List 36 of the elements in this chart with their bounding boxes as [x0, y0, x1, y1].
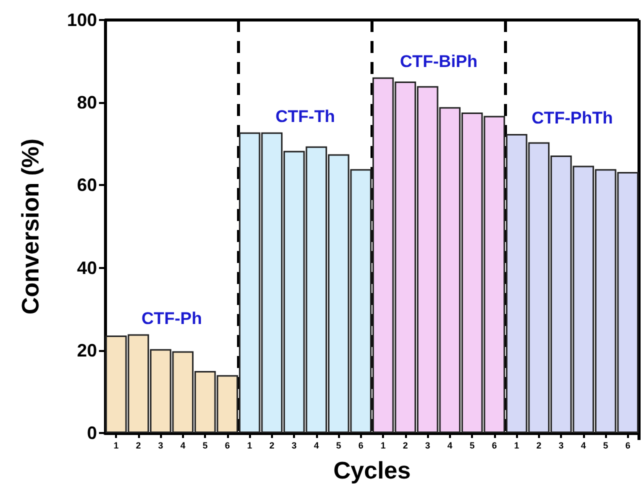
- y-tick-label: 0: [86, 423, 97, 443]
- y-tick-label: 20: [76, 340, 97, 360]
- x-tick-label: 1: [514, 440, 520, 450]
- x-tick-label: 6: [224, 440, 230, 450]
- x-tick-label: 1: [380, 440, 386, 450]
- x-tick-label: 3: [158, 440, 164, 450]
- x-tick-label: 2: [269, 440, 274, 450]
- y-tick-label: 40: [76, 258, 97, 278]
- y-tick-label: 80: [76, 92, 97, 113]
- x-tick-label: 2: [402, 440, 408, 450]
- x-tick-label: 3: [292, 440, 297, 450]
- x-tick-label: 1: [247, 440, 252, 450]
- x-tick-label: 5: [336, 440, 342, 450]
- x-tick-label: 5: [202, 440, 208, 450]
- x-axis-title: Cycles: [333, 458, 411, 484]
- x-tick-label: 5: [470, 440, 475, 450]
- x-tick-label: 4: [314, 440, 319, 450]
- x-tick-label: 3: [425, 440, 430, 450]
- series-label: CTF-Ph: [142, 308, 202, 328]
- x-tick-label: 2: [536, 440, 542, 450]
- x-tick-label: 3: [558, 440, 564, 450]
- x-tick-label: 6: [358, 440, 364, 450]
- x-tick-label: 4: [180, 440, 186, 450]
- x-tick-label: 4: [580, 440, 586, 450]
- y-axis-title: Conversion (%): [18, 138, 44, 315]
- series-label: CTF-Th: [276, 106, 335, 126]
- y-tick-label: 100: [66, 10, 97, 30]
- x-tick-label: 6: [625, 440, 630, 450]
- x-tick-label: 4: [447, 440, 452, 450]
- y-tick-label: 60: [76, 175, 97, 196]
- x-tick-label: 2: [136, 440, 141, 450]
- x-tick-label: 5: [603, 440, 608, 450]
- series-label: CTF-BiPh: [400, 52, 478, 71]
- x-tick-label: 6: [492, 440, 497, 450]
- series-label: CTF-PhTh: [532, 108, 613, 128]
- x-tick-label: 1: [114, 440, 119, 450]
